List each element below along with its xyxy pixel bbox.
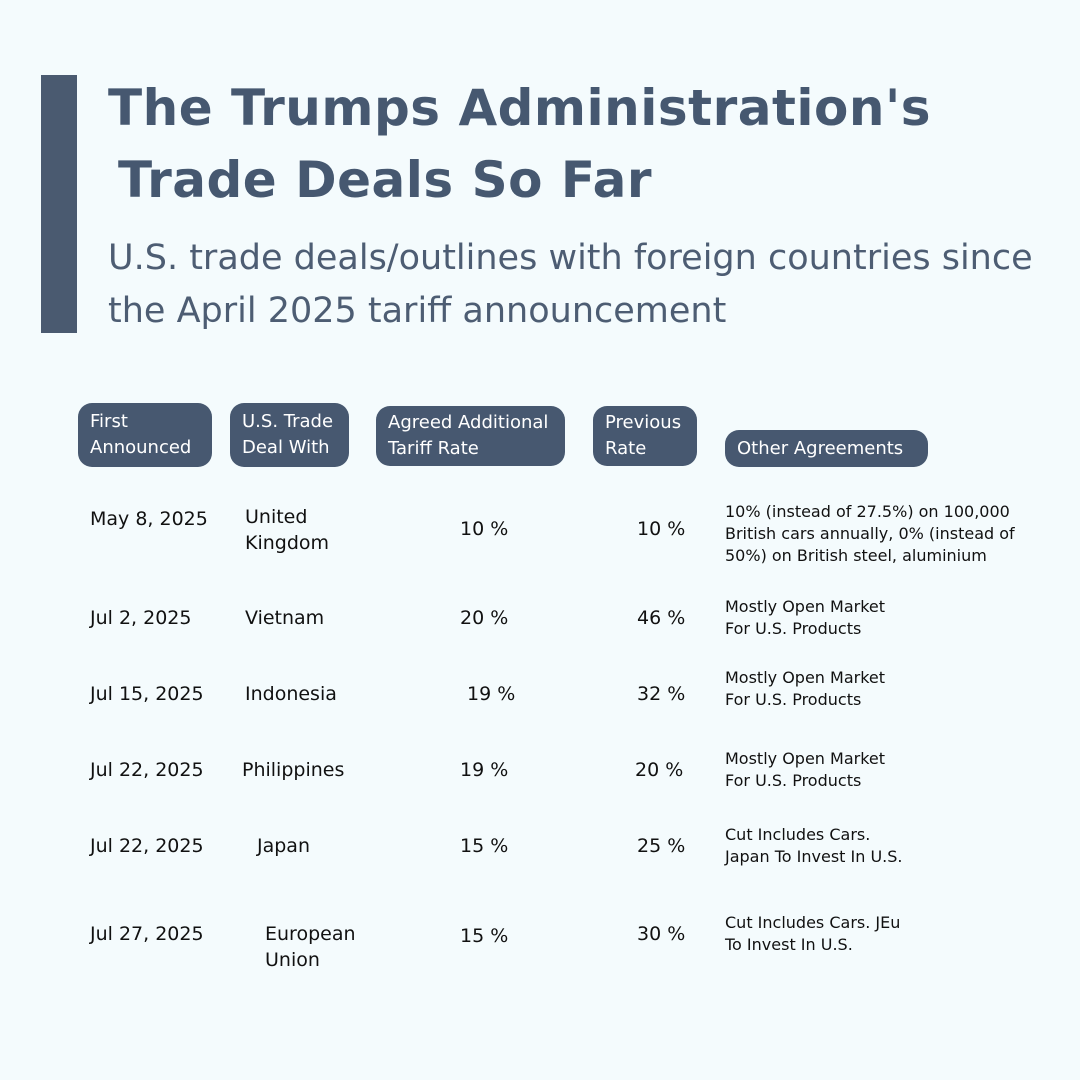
page-subtitle: U.S. trade deals/outlines with foreign c… bbox=[108, 238, 1033, 331]
cell-agreed-rate: 15 % bbox=[460, 925, 509, 947]
cell-country: Philippines bbox=[242, 759, 345, 781]
cell-agreed-rate: 20 % bbox=[460, 607, 509, 629]
cell-other-agreements: 10% (instead of 27.5%) on 100,000 Britis… bbox=[725, 502, 1015, 565]
page-title: The Trumps Administration's Trade Deals … bbox=[108, 72, 1008, 216]
header-agreed-rate: Agreed Additional Tariff Rate bbox=[376, 406, 565, 466]
header-first-announced: First Announced bbox=[78, 403, 212, 467]
cell-date: Jul 2, 2025 bbox=[90, 607, 192, 629]
cell-other-agreements: Mostly Open Market For U.S. Products bbox=[725, 668, 886, 709]
cell-other-agreements: Mostly Open Market For U.S. Products bbox=[725, 597, 886, 638]
cell-agreed-rate: 10 % bbox=[460, 518, 509, 540]
cell-previous-rate: 46 % bbox=[637, 607, 686, 629]
cell-other-agreements: Mostly Open Market For U.S. Products bbox=[725, 749, 886, 790]
cell-date: Jul 15, 2025 bbox=[90, 683, 204, 705]
cell-agreed-rate: 19 % bbox=[467, 683, 516, 705]
cell-previous-rate: 30 % bbox=[637, 923, 686, 945]
cell-date: Jul 22, 2025 bbox=[90, 835, 204, 857]
cell-country: Vietnam bbox=[245, 607, 325, 629]
cell-country: United Kingdom bbox=[245, 506, 330, 554]
cell-other-agreements: Cut Includes Cars. Japan To Invest In U.… bbox=[725, 825, 903, 866]
cell-country: European Union bbox=[265, 923, 356, 971]
cell-date: Jul 22, 2025 bbox=[90, 759, 204, 781]
cell-agreed-rate: 15 % bbox=[460, 835, 509, 857]
header-previous-rate: Previous Rate bbox=[593, 406, 697, 466]
cell-agreed-rate: 19 % bbox=[460, 759, 509, 781]
cell-country: Indonesia bbox=[245, 683, 337, 705]
header-deal-with: U.S. Trade Deal With bbox=[230, 403, 349, 467]
title-line-1: The Trumps Administration's bbox=[108, 79, 932, 137]
accent-bar bbox=[41, 75, 77, 333]
cell-previous-rate: 10 % bbox=[637, 518, 686, 540]
cell-previous-rate: 20 % bbox=[635, 759, 684, 781]
cell-other-agreements: Cut Includes Cars. JEu To Invest In U.S. bbox=[725, 913, 901, 954]
cell-date: May 8, 2025 bbox=[90, 508, 208, 530]
header-other-agreements: Other Agreements bbox=[725, 430, 928, 467]
cell-previous-rate: 25 % bbox=[637, 835, 686, 857]
cell-previous-rate: 32 % bbox=[637, 683, 686, 705]
cell-date: Jul 27, 2025 bbox=[90, 923, 204, 945]
cell-country: Japan bbox=[257, 835, 310, 857]
title-line-2: Trade Deals So Far bbox=[118, 151, 652, 209]
